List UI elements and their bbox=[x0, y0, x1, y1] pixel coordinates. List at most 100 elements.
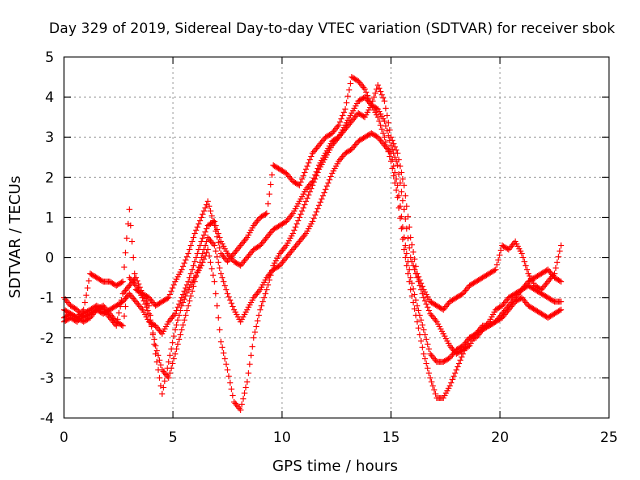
x-tick-label: 15 bbox=[382, 430, 400, 446]
data-point bbox=[170, 355, 177, 362]
data-point bbox=[166, 352, 173, 359]
data-point bbox=[410, 248, 417, 255]
data-point bbox=[398, 225, 405, 232]
data-point bbox=[424, 365, 431, 372]
data-point bbox=[414, 318, 421, 325]
data-point bbox=[122, 249, 129, 256]
data-point bbox=[204, 246, 211, 253]
data-point bbox=[173, 321, 180, 328]
data-point bbox=[556, 248, 563, 255]
data-point bbox=[394, 150, 401, 157]
data-point bbox=[313, 208, 320, 215]
data-point bbox=[153, 347, 160, 354]
data-point bbox=[522, 262, 529, 269]
data-point bbox=[182, 312, 189, 319]
data-point bbox=[423, 360, 430, 367]
data-point bbox=[424, 304, 431, 311]
data-point bbox=[312, 212, 319, 219]
data-point bbox=[236, 261, 243, 268]
data-point bbox=[327, 173, 334, 180]
data-point bbox=[323, 183, 330, 190]
data-point bbox=[160, 384, 167, 391]
data-point bbox=[373, 86, 380, 93]
data-point bbox=[204, 198, 211, 205]
data-point bbox=[261, 294, 268, 301]
data-point bbox=[197, 242, 204, 249]
data-point bbox=[403, 250, 410, 257]
data-points bbox=[61, 74, 565, 413]
data-point bbox=[420, 294, 427, 301]
grid bbox=[64, 57, 609, 418]
data-point bbox=[550, 297, 557, 304]
data-point bbox=[461, 347, 468, 354]
data-point bbox=[402, 242, 409, 249]
data-point bbox=[495, 256, 502, 263]
y-tick-label: 4 bbox=[45, 90, 54, 106]
data-point bbox=[389, 137, 396, 144]
data-point bbox=[248, 352, 255, 359]
data-point bbox=[149, 331, 156, 338]
data-point bbox=[410, 262, 417, 269]
data-point bbox=[411, 266, 418, 273]
series-3 bbox=[61, 94, 565, 413]
axis-ticks: 0 5 10 15 20 25 -4 -3 -2 -1 0 1 2 3 4 5 bbox=[40, 50, 618, 446]
data-point bbox=[295, 217, 302, 224]
data-point bbox=[419, 283, 426, 290]
data-point bbox=[170, 281, 177, 288]
data-point bbox=[377, 88, 384, 95]
data-point bbox=[214, 302, 221, 309]
data-point bbox=[147, 312, 154, 319]
data-point bbox=[411, 256, 418, 263]
data-point bbox=[185, 278, 192, 285]
data-point bbox=[190, 234, 197, 241]
data-point bbox=[394, 162, 401, 169]
data-point bbox=[199, 235, 206, 242]
data-point bbox=[493, 261, 500, 268]
data-point bbox=[401, 246, 408, 253]
data-point bbox=[492, 266, 499, 273]
data-point bbox=[401, 206, 408, 213]
data-point bbox=[558, 242, 565, 249]
data-point bbox=[198, 214, 205, 221]
data-point bbox=[221, 355, 228, 362]
data-point bbox=[126, 206, 133, 213]
data-point bbox=[181, 317, 188, 324]
data-point bbox=[457, 357, 464, 364]
data-point bbox=[257, 306, 264, 313]
data-point bbox=[391, 169, 398, 176]
data-point bbox=[403, 262, 410, 269]
data-point bbox=[428, 378, 435, 385]
data-point bbox=[380, 130, 387, 137]
data-point bbox=[221, 282, 228, 289]
data-point bbox=[191, 258, 198, 265]
data-point bbox=[449, 376, 456, 383]
data-point bbox=[142, 301, 149, 308]
data-point bbox=[300, 204, 307, 211]
data-point bbox=[297, 179, 304, 186]
x-tick-label: 10 bbox=[273, 430, 291, 446]
data-point bbox=[228, 386, 235, 393]
data-point bbox=[374, 114, 381, 121]
data-point bbox=[340, 109, 347, 116]
data-point bbox=[202, 228, 209, 235]
data-point bbox=[224, 290, 231, 297]
data-point bbox=[423, 336, 430, 343]
data-point bbox=[186, 246, 193, 253]
data-point bbox=[266, 191, 273, 198]
data-point bbox=[419, 321, 426, 328]
data-point bbox=[172, 310, 179, 317]
data-point bbox=[130, 254, 137, 261]
data-point bbox=[380, 94, 387, 101]
data-point bbox=[313, 172, 320, 179]
data-point bbox=[384, 143, 391, 150]
data-point bbox=[496, 252, 503, 259]
chart-title: Day 329 of 2019, Sidereal Day-to-day VTE… bbox=[49, 21, 616, 37]
data-point bbox=[153, 358, 160, 365]
data-point bbox=[168, 288, 175, 295]
data-point bbox=[182, 293, 189, 300]
data-point bbox=[114, 316, 121, 323]
data-point bbox=[155, 366, 162, 373]
data-point bbox=[249, 343, 256, 350]
data-point bbox=[338, 115, 345, 122]
data-point bbox=[308, 185, 315, 192]
